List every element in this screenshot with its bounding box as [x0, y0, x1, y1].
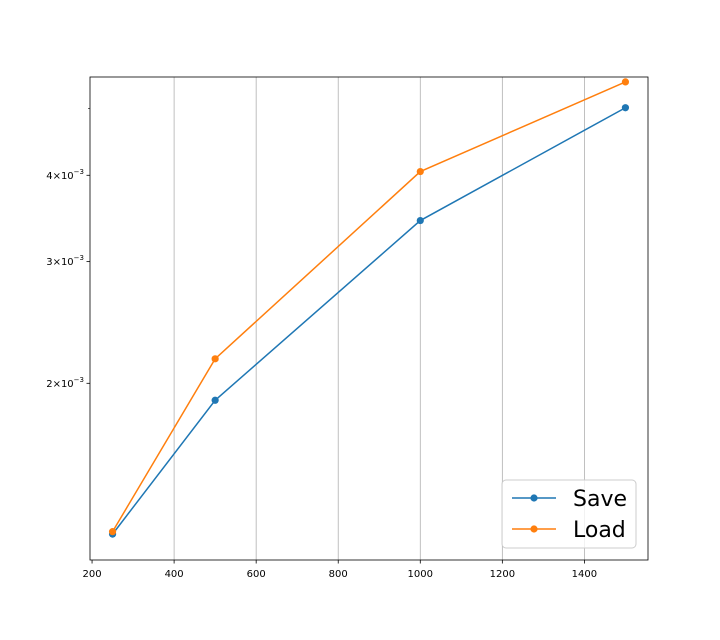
data-point-load [108, 528, 117, 536]
series-line-load [111, 81, 626, 533]
x-tick-label: 1400 [572, 569, 597, 580]
x-tick-label: 800 [329, 569, 348, 580]
x-axis: 200 400 600 800 1000 1200 1400 [83, 560, 597, 580]
x-tick-label: 1200 [490, 569, 515, 580]
y-tick-base: 4×10 [46, 171, 73, 182]
data-point-load [211, 355, 219, 363]
data-point-save [211, 396, 219, 404]
x-tick-label: 400 [165, 569, 184, 580]
data-point-save [621, 104, 630, 112]
y-tick-exponent: −3 [74, 376, 84, 384]
x-tick-label: 600 [247, 569, 266, 580]
y-tick-exponent: −3 [74, 168, 84, 176]
y-tick-label: 2×10−3 [46, 376, 84, 390]
y-tick-base: 3×10 [46, 257, 73, 268]
series-layer [108, 78, 630, 538]
data-point-save [416, 216, 424, 225]
legend: Save Load [501, 479, 637, 549]
y-tick-exponent: −3 [74, 254, 84, 262]
plot-frame [89, 76, 649, 561]
series-line-save [111, 107, 626, 535]
x-tick-label: 1000 [408, 569, 433, 580]
data-point-load [416, 167, 424, 176]
data-point-load [621, 78, 630, 86]
legend-marker-save [530, 494, 538, 502]
legend-marker-load [530, 525, 538, 533]
y-tick-label: 3×10−3 [46, 254, 84, 268]
y-tick-base: 2×10 [46, 379, 73, 390]
y-tick-label: 4×10−3 [46, 168, 84, 182]
y-axis: 2×10−33×10−34×10−3 [46, 108, 90, 390]
legend-label-save: Save [573, 487, 627, 512]
legend-label-load: Load [573, 518, 626, 543]
x-tick-label: 200 [83, 569, 102, 580]
